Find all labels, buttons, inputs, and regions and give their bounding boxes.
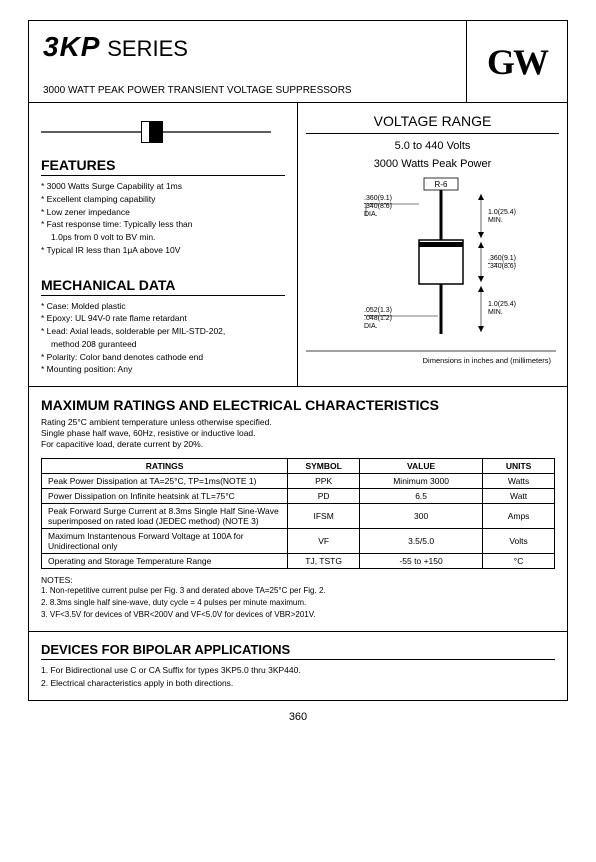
max-ratings-section: MAXIMUM RATINGS AND ELECTRICAL CHARACTER…: [29, 387, 567, 632]
bipolar-section: DEVICES FOR BIPOLAR APPLICATIONS 1. For …: [29, 632, 567, 700]
package-caption: Dimensions in inches and (millimeters): [306, 356, 559, 365]
cell: Maximum Instantenous Forward Voltage at …: [42, 529, 288, 554]
mech-subline: method 208 guranteed: [41, 338, 285, 351]
cell: Volts: [483, 529, 555, 554]
mechanical-title: MECHANICAL DATA: [41, 277, 285, 296]
header-row: 3KP SERIES 3000 WATT PEAK POWER TRANSIEN…: [29, 21, 567, 103]
cell: Peak Forward Surge Current at 8.3ms Sing…: [42, 504, 288, 529]
cell: °C: [483, 554, 555, 569]
svg-text:1.0(25.4): 1.0(25.4): [488, 209, 516, 216]
cell: 300: [360, 504, 483, 529]
cell: IFSM: [288, 504, 360, 529]
cell: VF: [288, 529, 360, 554]
cell: Power Dissipation on Infinite heatsink a…: [42, 489, 288, 504]
mech-item: Mounting position: Any: [41, 363, 285, 376]
features-title: FEATURES: [41, 157, 285, 176]
page-number: 360: [0, 711, 596, 723]
svg-text:.052(1.3): .052(1.3): [364, 307, 392, 314]
voltage-range-col: VOLTAGE RANGE 5.0 to 440 Volts 3000 Watt…: [298, 103, 567, 386]
brand-logo: GW: [487, 41, 547, 83]
svg-text:.048(1.2): .048(1.2): [364, 315, 392, 322]
svg-text:.340(8.6): .340(8.6): [488, 263, 516, 270]
intro-line: Single phase half wave, 60Hz, resistive …: [41, 428, 555, 439]
cell: PD: [288, 489, 360, 504]
feature-item: Excellent clamping capability: [41, 193, 285, 206]
note-item: 2. 8.3ms single half sine-wave, duty cyc…: [41, 597, 555, 609]
max-ratings-intro: Rating 25°C ambient temperature unless o…: [41, 417, 555, 450]
cell: Amps: [483, 504, 555, 529]
table-row: Peak Power Dissipation at TA=25°C, TP=1m…: [42, 474, 555, 489]
table-row: Operating and Storage Temperature Range …: [42, 554, 555, 569]
cell: 3.5/5.0: [360, 529, 483, 554]
diode-symbol-icon: [41, 117, 285, 147]
table-row: Power Dissipation on Infinite heatsink a…: [42, 489, 555, 504]
cell: Watt: [483, 489, 555, 504]
svg-text:1.0(25.4): 1.0(25.4): [488, 301, 516, 308]
ratings-body: Peak Power Dissipation at TA=25°C, TP=1m…: [42, 474, 555, 569]
mech-item: Lead: Axial leads, solderable per MIL-ST…: [41, 325, 285, 338]
header-left: 3KP SERIES 3000 WATT PEAK POWER TRANSIEN…: [29, 21, 467, 102]
feature-item: 3000 Watts Surge Capability at 1ms: [41, 180, 285, 193]
cell: Operating and Storage Temperature Range: [42, 554, 288, 569]
features-mechanical-col: FEATURES 3000 Watts Surge Capability at …: [29, 103, 298, 386]
mechanical-list-2: Polarity: Color band denotes cathode end…: [41, 351, 285, 377]
mechanical-list: Case: Molded plastic Epoxy: UL 94V-0 rat…: [41, 300, 285, 338]
cell: Peak Power Dissipation at TA=25°C, TP=1m…: [42, 474, 288, 489]
note-item: 1. Non-repetitive current pulse per Fig.…: [41, 585, 555, 597]
features-list-2: Typical IR less than 1μA above 10V: [41, 244, 285, 257]
mech-item: Epoxy: UL 94V-0 rate flame retardant: [41, 312, 285, 325]
notes-title: NOTES:: [41, 575, 555, 585]
title-main: 3KP: [43, 31, 100, 62]
feature-item: Fast response time: Typically less than: [41, 218, 285, 231]
feature-subline: 1.0ps from 0 volt to BV min.: [41, 231, 285, 244]
pkg-label-text: R-6: [435, 180, 448, 189]
mech-item: Polarity: Color band denotes cathode end: [41, 351, 285, 364]
col-header: VALUE: [360, 459, 483, 474]
features-list: 3000 Watts Surge Capability at 1ms Excel…: [41, 180, 285, 231]
cell: 6.5: [360, 489, 483, 504]
datasheet-page: 3KP SERIES 3000 WATT PEAK POWER TRANSIEN…: [28, 20, 568, 701]
svg-text:.340(8.6): .340(8.6): [364, 203, 392, 210]
svg-text:.360(9.1): .360(9.1): [364, 195, 392, 202]
intro-line: Rating 25°C ambient temperature unless o…: [41, 417, 555, 428]
svg-text:MIN.: MIN.: [488, 309, 503, 316]
feature-item: Typical IR less than 1μA above 10V: [41, 244, 285, 257]
package-drawing: R-6 .360(9.1) .340(8.6) DIA.: [306, 176, 559, 356]
svg-text:DIA.: DIA.: [364, 323, 378, 330]
feature-item: Low zener impedance: [41, 206, 285, 219]
bipolar-list: 1. For Bidirectional use C or CA Suffix …: [41, 664, 555, 690]
voltage-range-line2: 3000 Watts Peak Power: [306, 158, 559, 170]
bipolar-item: 1. For Bidirectional use C or CA Suffix …: [41, 664, 555, 677]
col-header: RATINGS: [42, 459, 288, 474]
svg-text:DIA.: DIA.: [364, 211, 378, 218]
table-row: Maximum Instantenous Forward Voltage at …: [42, 529, 555, 554]
title-series: SERIES: [107, 36, 188, 61]
voltage-range-line1: 5.0 to 440 Volts: [306, 140, 559, 152]
max-ratings-title: MAXIMUM RATINGS AND ELECTRICAL CHARACTER…: [41, 397, 555, 413]
svg-text:MIN.: MIN.: [488, 217, 503, 224]
mech-item: Case: Molded plastic: [41, 300, 285, 313]
note-item: 3. VF<3.5V for devices of VBR<200V and V…: [41, 609, 555, 621]
subtitle: 3000 WATT PEAK POWER TRANSIENT VOLTAGE S…: [43, 85, 452, 96]
voltage-range-title: VOLTAGE RANGE: [306, 113, 559, 134]
table-row: Peak Forward Surge Current at 8.3ms Sing…: [42, 504, 555, 529]
notes-list: 1. Non-repetitive current pulse per Fig.…: [41, 585, 555, 621]
cell: PPK: [288, 474, 360, 489]
header-right: GW: [467, 21, 567, 102]
mid-row: FEATURES 3000 Watts Surge Capability at …: [29, 103, 567, 387]
svg-text:.360(9.1): .360(9.1): [488, 255, 516, 262]
bipolar-title: DEVICES FOR BIPOLAR APPLICATIONS: [41, 642, 555, 660]
col-header: SYMBOL: [288, 459, 360, 474]
col-header: UNITS: [483, 459, 555, 474]
cell: -55 to +150: [360, 554, 483, 569]
cell: Minimum 3000: [360, 474, 483, 489]
mechanical-section: MECHANICAL DATA Case: Molded plastic Epo…: [41, 277, 285, 377]
ratings-table: RATINGS SYMBOL VALUE UNITS Peak Power Di…: [41, 458, 555, 569]
intro-line: For capacitive load, derate current by 2…: [41, 439, 555, 450]
cell: Watts: [483, 474, 555, 489]
cell: TJ, TSTG: [288, 554, 360, 569]
bipolar-item: 2. Electrical characteristics apply in b…: [41, 677, 555, 690]
